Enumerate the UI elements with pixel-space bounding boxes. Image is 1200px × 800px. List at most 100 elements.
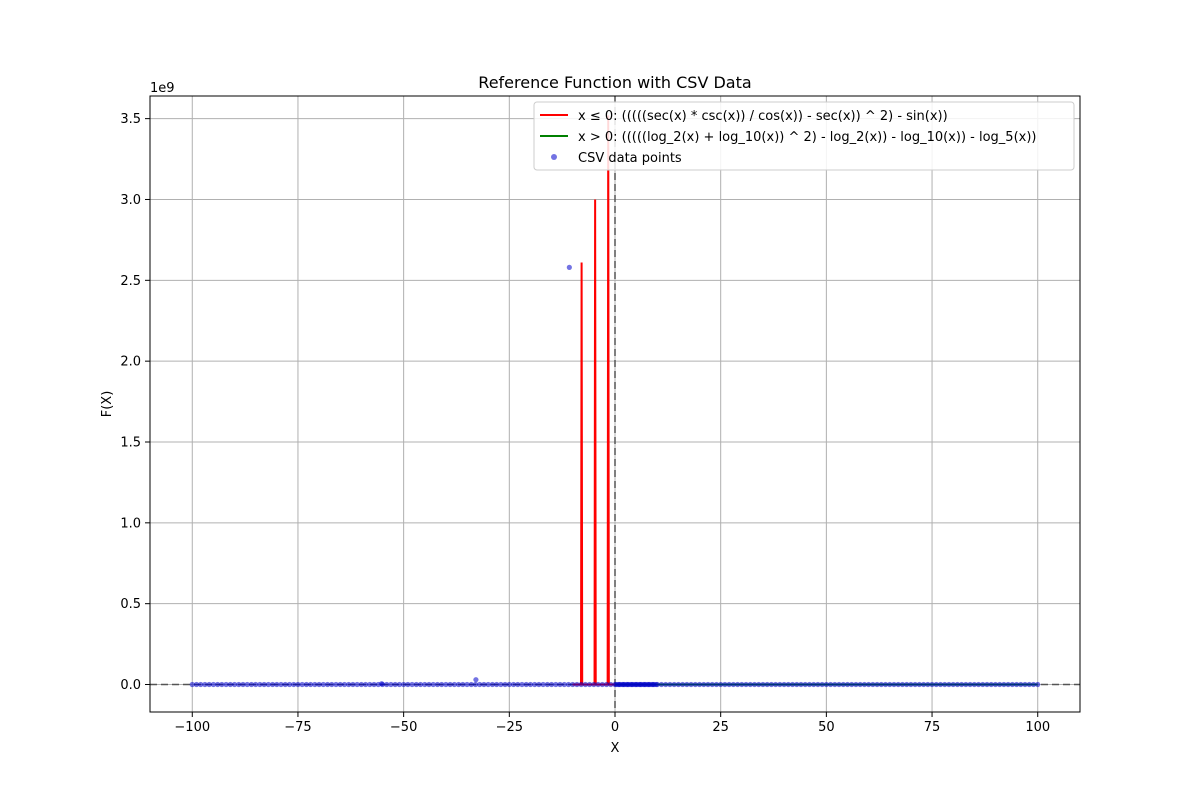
csv-data-point bbox=[362, 681, 369, 688]
csv-data-point bbox=[265, 681, 271, 688]
csv-data-point bbox=[798, 681, 804, 688]
csv-data-point bbox=[866, 681, 872, 688]
legend-label-neg: x ≤ 0: (((((sec(x) * csc(x)) / cos(x)) -… bbox=[578, 109, 948, 124]
csv-data-point bbox=[506, 681, 512, 688]
csv-data-point bbox=[219, 681, 225, 688]
legend-swatch-points bbox=[551, 154, 557, 160]
csv-data-point bbox=[582, 681, 589, 688]
csv-data-point bbox=[984, 681, 990, 688]
csv-data-point bbox=[595, 681, 601, 688]
csv-data-point bbox=[396, 681, 403, 688]
csv-data-point bbox=[726, 681, 732, 688]
csv-data-point bbox=[1022, 681, 1028, 688]
csv-data-point bbox=[282, 681, 288, 688]
csv-data-point bbox=[379, 681, 385, 687]
y-axis-label: F(X) bbox=[100, 391, 115, 418]
y-tick-label: 3.5 bbox=[120, 112, 141, 127]
csv-data-point bbox=[671, 681, 677, 688]
csv-data-point bbox=[688, 681, 694, 688]
csv-data-point bbox=[523, 681, 529, 688]
csv-data-point bbox=[963, 681, 969, 688]
csv-data-point bbox=[608, 681, 614, 688]
csv-data-point bbox=[773, 681, 779, 688]
csv-data-point bbox=[565, 681, 572, 688]
csv-data-point bbox=[827, 681, 834, 688]
csv-data-point bbox=[354, 681, 360, 688]
csv-data-point bbox=[422, 681, 428, 688]
csv-data-point bbox=[299, 681, 305, 688]
csv-data-point bbox=[916, 681, 922, 688]
csv-data-point bbox=[908, 681, 914, 688]
csv-data-point bbox=[417, 681, 424, 688]
csv-data-point bbox=[320, 681, 326, 688]
chart-title: Reference Function with CSV Data bbox=[478, 73, 751, 92]
csv-data-point bbox=[811, 681, 817, 688]
csv-data-point bbox=[836, 681, 842, 688]
csv-data-point bbox=[202, 681, 208, 688]
csv-data-point bbox=[653, 681, 659, 688]
csv-data-point bbox=[566, 264, 572, 270]
csv-data-point bbox=[333, 681, 339, 688]
x-tick-label: 0 bbox=[611, 720, 619, 735]
csv-data-point bbox=[823, 681, 829, 688]
csv-data-point bbox=[946, 681, 952, 688]
csv-data-point bbox=[832, 681, 838, 688]
csv-data-point bbox=[730, 681, 736, 688]
csv-data-point bbox=[481, 681, 487, 688]
csv-data-point bbox=[912, 681, 918, 688]
csv-data-point bbox=[1013, 681, 1020, 688]
csv-data-point bbox=[802, 681, 808, 688]
csv-data-point bbox=[756, 681, 762, 688]
csv-data-point bbox=[303, 681, 310, 688]
csv-data-point bbox=[337, 681, 343, 688]
csv-data-point bbox=[819, 681, 825, 688]
csv-data-point bbox=[536, 681, 542, 688]
csv-data-point bbox=[739, 681, 745, 688]
csv-data-point bbox=[815, 681, 821, 688]
y-ticks: 0.0 0.5 1.0 1.5 2.0 2.5 3.0 3.5 bbox=[120, 112, 150, 693]
csv-data-point bbox=[857, 681, 863, 688]
csv-data-point bbox=[692, 681, 698, 688]
csv-data-point bbox=[409, 681, 415, 688]
csv-data-point bbox=[401, 681, 407, 688]
csv-data-point bbox=[1018, 681, 1024, 688]
csv-data-point bbox=[473, 677, 479, 683]
csv-data-point bbox=[527, 681, 534, 688]
x-tick-label: −75 bbox=[284, 720, 311, 735]
csv-data-point bbox=[392, 681, 398, 688]
csv-data-point bbox=[494, 681, 500, 688]
csv-data-point bbox=[227, 681, 233, 688]
legend-label-pos: x > 0: (((((log_2(x) + log_10(x)) ^ 2) -… bbox=[578, 130, 1036, 145]
csv-data-point bbox=[925, 681, 931, 688]
csv-data-point bbox=[502, 681, 508, 688]
csv-data-point bbox=[240, 681, 246, 688]
csv-data-point bbox=[768, 681, 775, 688]
csv-data-point bbox=[967, 681, 973, 688]
csv-data-point bbox=[485, 681, 491, 688]
csv-data-point bbox=[295, 681, 301, 688]
csv-data-point bbox=[844, 681, 851, 688]
csv-data-point bbox=[1005, 681, 1011, 688]
csv-data-point bbox=[388, 681, 394, 688]
csv-data-point bbox=[764, 681, 770, 688]
csv-data-point bbox=[713, 681, 720, 688]
csv-data-point bbox=[532, 681, 538, 688]
csv-data-point bbox=[882, 681, 889, 688]
csv-data-point bbox=[587, 681, 593, 688]
csv-data-point bbox=[460, 681, 466, 688]
x-tick-label: −100 bbox=[174, 720, 210, 735]
csv-data-point bbox=[384, 681, 390, 688]
x-tick-label: 75 bbox=[924, 720, 941, 735]
series-layer bbox=[189, 115, 1041, 688]
csv-data-point bbox=[849, 681, 855, 688]
csv-data-point bbox=[540, 681, 546, 688]
csv-data-point bbox=[920, 681, 927, 688]
x-tick-label: 25 bbox=[712, 720, 729, 735]
csv-data-point bbox=[1009, 681, 1015, 688]
csv-data-point bbox=[557, 681, 563, 688]
csv-data-point bbox=[954, 681, 961, 688]
y-tick-label: 2.0 bbox=[120, 355, 141, 370]
csv-data-point bbox=[777, 681, 783, 688]
y-tick-label: 1.5 bbox=[120, 435, 141, 450]
csv-data-point bbox=[358, 681, 364, 688]
